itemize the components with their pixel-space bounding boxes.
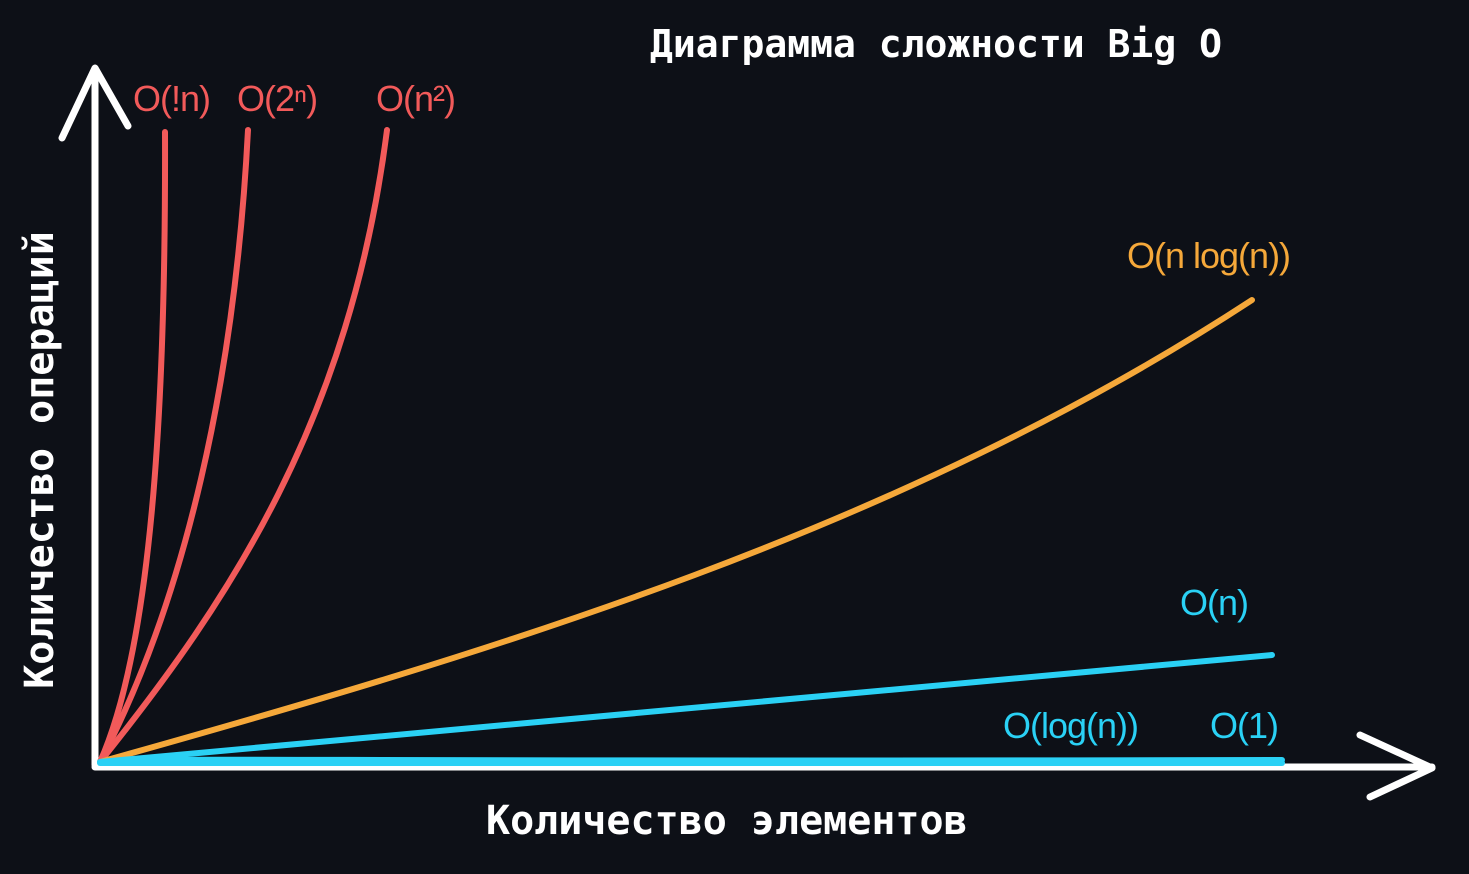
series-label-exponential: O(2ⁿ): [237, 78, 318, 119]
y-axis-arrowhead: [58, 64, 132, 142]
series-label-nlogn: O(n log(n)): [1127, 235, 1291, 276]
series-line-linear: [97, 652, 1275, 765]
x-axis-arrowhead: [1356, 731, 1436, 801]
series-label-linear: O(n): [1180, 582, 1249, 623]
series-label-constant: O(1): [1210, 705, 1279, 746]
series-label-logarithmic: O(log(n)): [1003, 705, 1139, 746]
series-line-quadratic: [97, 127, 390, 765]
series-label-quadratic: O(n²): [376, 78, 456, 119]
series-line-nlogn: [97, 297, 1255, 765]
series-line-exponential: [97, 127, 251, 765]
series-label-factorial: O(!n): [133, 78, 211, 119]
series-line-factorial: [97, 129, 169, 765]
chart-title: Диаграмма сложности Big O: [650, 22, 1222, 66]
y-axis-label: Количество операций: [17, 231, 63, 689]
x-axis-label: Количество элементов: [486, 798, 968, 844]
